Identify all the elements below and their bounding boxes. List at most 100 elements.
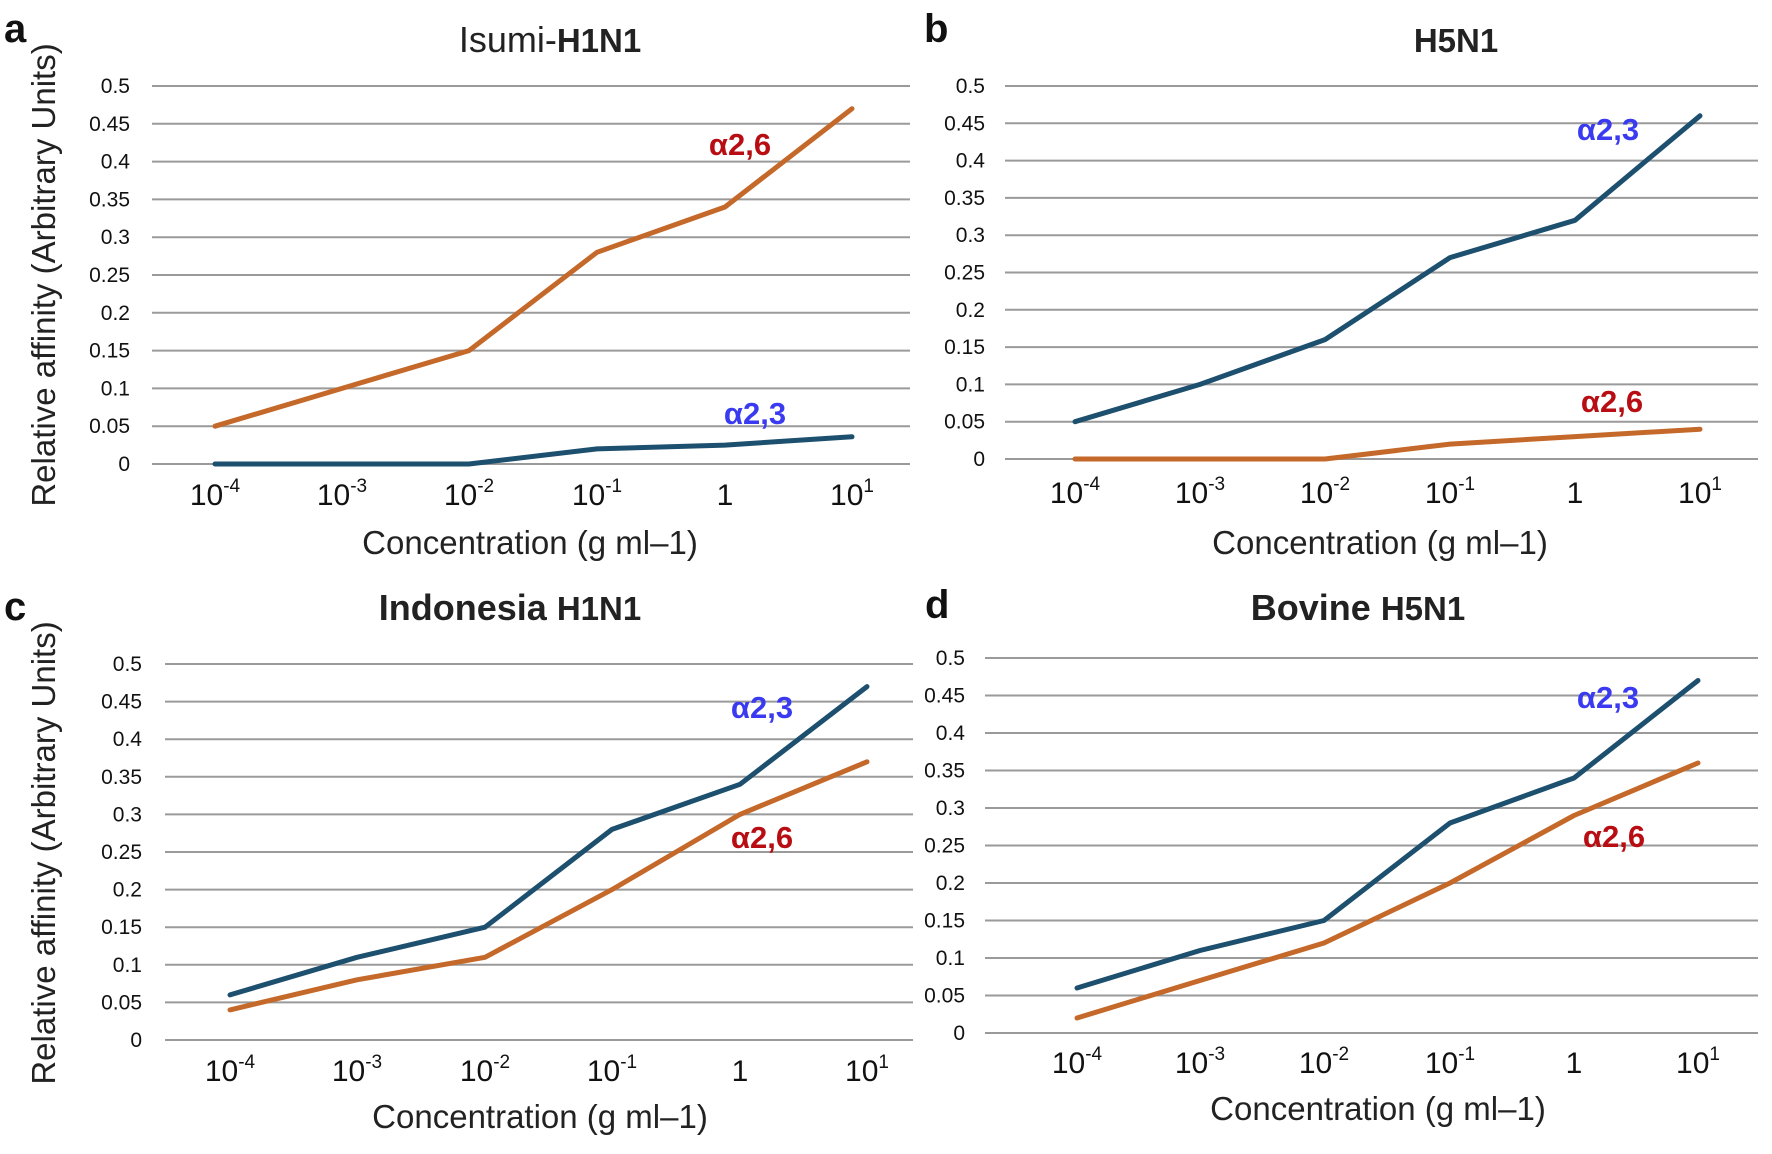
x-tick-label: 10-4 [1050,474,1101,510]
x-tick-label: 101 [845,1052,889,1088]
x-tick-label: 10-1 [1425,1044,1475,1080]
x-tick-label: 10-3 [317,476,367,512]
y-axis-label: Relative affinity (Arbitrary Units) [25,43,62,506]
panel-letter: d [925,583,949,627]
y-tick-label: 0.35 [89,188,130,211]
y-tick-label: 0.4 [113,728,143,751]
x-tick-label: 10-4 [205,1052,256,1088]
y-tick-label: 0.3 [936,797,965,820]
series-line-alpha-2-6 [1072,426,1703,462]
series-line-alpha-2-6 [1074,760,1701,1021]
y-tick-label: 0.5 [956,75,985,98]
x-tick-label: 101 [1678,474,1722,510]
x-tick-label: 10-2 [1299,1044,1349,1080]
y-tick-label: 0.15 [101,916,142,939]
chart-panel-b: b H5N1 0 0.05 0.1 0.15 0.2 0.25 0.3 0.35 0.4 0.45 0.… [924,7,1758,561]
x-tick-label: 101 [830,476,874,512]
chart-panel-c: c Indonesia H1N1 0 0.05 0.1 0.15 0.2 0.25 0.3 0.3… [4,585,913,1135]
y-tick-label: 0.05 [944,411,985,434]
series-line-alpha-2-3 [227,684,870,998]
y-tick-label: 0.5 [101,75,130,98]
y-tick-label: 0 [973,448,985,471]
series-label: α2,6 [709,127,771,162]
series-line-alpha-2-3 [1074,678,1701,991]
panel-letter: a [4,7,27,51]
y-tick-label: 0.35 [924,760,965,783]
x-tick-label: 10-2 [444,476,494,512]
series-line-alpha-2-3 [1072,113,1703,425]
y-tick-label: 0.15 [89,340,130,363]
x-tick-label: 1 [732,1055,749,1088]
y-tick-label: 0.15 [924,910,965,933]
y-tick-label: 0.4 [936,722,966,745]
y-tick-label: 0.3 [101,226,130,249]
series-line-alpha-2-3 [212,434,855,467]
x-tick-label: 10-4 [190,476,241,512]
series-label: α2,3 [1577,680,1639,715]
y-tick-label: 0.5 [936,647,965,670]
y-tick-label: 0.3 [113,803,142,826]
x-tick-label: 1 [717,479,734,512]
series-label: α2,6 [731,820,793,855]
y-tick-label: 0.05 [89,415,130,438]
x-axis-label: Concentration (g ml–1) [362,524,698,561]
y-tick-label: 0.3 [956,224,985,247]
y-tick-label: 0.05 [924,985,965,1008]
x-tick-label: 1 [1566,1047,1583,1080]
x-tick-label: 10-1 [587,1052,637,1088]
y-tick-label: 0 [118,453,130,476]
y-tick-label: 0 [953,1022,965,1045]
series-label: α2,3 [724,396,786,431]
y-tick-label: 0.25 [101,841,142,864]
y-axis-label: Relative affinity (Arbitrary Units) [25,621,62,1084]
x-tick-label: 10-3 [1175,474,1225,510]
y-tick-label: 0.05 [101,991,142,1014]
y-tick-label: 0.4 [101,151,131,174]
x-axis-label: Concentration (g ml–1) [1212,524,1548,561]
y-tick-label: 0.45 [89,113,130,136]
x-tick-label: 10-3 [1175,1044,1225,1080]
y-tick-label: 0.35 [944,187,985,210]
series-label: α2,6 [1583,819,1645,854]
series-label: α2,3 [1577,112,1639,147]
y-tick-label: 0.5 [113,653,142,676]
series-line-alpha-2-6 [227,759,870,1013]
y-tick-label: 0.2 [113,879,142,902]
series-label: α2,6 [1581,384,1643,419]
x-axis-label: Concentration (g ml–1) [1210,1090,1546,1127]
y-tick-label: 0.2 [101,302,130,325]
y-tick-label: 0.1 [956,373,985,396]
y-tick-label: 0 [130,1029,142,1052]
y-tick-label: 0.2 [956,299,985,322]
x-tick-label: 1 [1567,477,1584,510]
x-tick-label: 10-2 [1300,474,1350,510]
y-tick-label: 0.2 [936,872,965,895]
x-tick-label: 10-1 [572,476,622,512]
y-tick-label: 0.35 [101,766,142,789]
x-tick-label: 10-1 [1425,474,1475,510]
chart-title: Bovine H5N1 [1251,587,1465,628]
x-tick-label: 10-4 [1052,1044,1103,1080]
y-tick-label: 0.25 [924,835,965,858]
y-tick-label: 0.25 [89,264,130,287]
y-tick-label: 0.1 [101,377,130,400]
y-tick-label: 0.45 [944,112,985,135]
y-tick-label: 0.4 [956,150,986,173]
chart-panel-a: a Isumi-H1N1 0 0.05 0.1 0.15 0.2 0.25 0.3 0.35 0.4… [4,7,910,561]
y-tick-label: 0.25 [944,262,985,285]
x-axis-label: Concentration (g ml–1) [372,1098,708,1135]
chart-panel-d: d Bovine H5N1 0 0.05 0.1 0.15 0.2 0.25 0.3 0.35 0.… [924,583,1758,1127]
y-tick-label: 0.15 [944,336,985,359]
series-label: α2,3 [731,690,793,725]
series-line-alpha-2-6 [212,106,855,429]
y-tick-label: 0.1 [936,947,965,970]
panel-letter: c [4,585,26,629]
chart-title: Indonesia H1N1 [379,587,641,628]
chart-title: H5N1 [1414,22,1498,59]
y-tick-label: 0.45 [924,685,965,708]
x-tick-label: 10-3 [332,1052,382,1088]
y-tick-label: 0.1 [113,954,142,977]
x-tick-label: 10-2 [460,1052,510,1088]
x-tick-label: 101 [1676,1044,1720,1080]
